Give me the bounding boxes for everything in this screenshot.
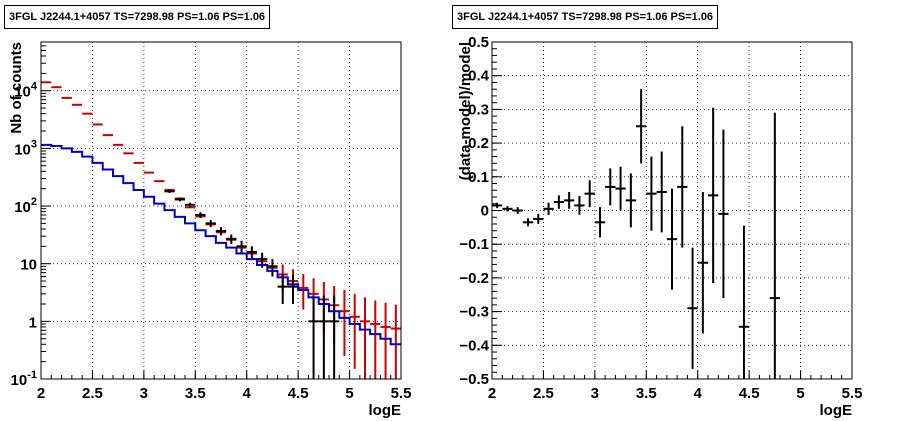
left-x-tick-label: 4.5: [288, 385, 309, 402]
left-x-axis-label: logE: [369, 402, 402, 419]
left-y-axis-label: Nb of counts: [8, 42, 25, 134]
left-y-tick-label: 102: [14, 196, 37, 216]
left-y-tick-label: 103: [14, 138, 37, 158]
right-x-axis-label: logE: [820, 402, 853, 419]
left-x-tick-label: 4: [243, 385, 252, 402]
right-x-tick-label: 5.5: [842, 385, 863, 402]
left-x-tick-label: 3.5: [185, 385, 206, 402]
right-y-tick-label: 0.3: [468, 101, 489, 118]
right-y-tick-label: 0.5: [468, 34, 489, 51]
right-x-tick-label: 5: [796, 385, 804, 402]
right-x-tick-label: 2.5: [533, 385, 554, 402]
right-y-tick-label: 0.4: [468, 68, 490, 85]
left-y-tick-label: 10: [20, 257, 37, 274]
right-y-tick-label: −0.4: [459, 337, 489, 354]
right-y-axis-label: (data-model)/model: [457, 42, 474, 180]
left-x-tick-label: 5: [345, 385, 353, 402]
right-x-tick-label: 2: [488, 385, 496, 402]
right-y-tick-label: −0.3: [459, 304, 489, 321]
right-x-tick-label: 3: [591, 385, 599, 402]
right-y-tick-label: −0.2: [459, 270, 489, 287]
left-y-tick-label: 104: [14, 81, 38, 101]
right-plot-frame: [491, 41, 853, 380]
left-x-tick-label: 2: [37, 385, 45, 402]
left-model-histogram-line: [41, 143, 401, 346]
right-y-tick-label: 0.1: [468, 169, 489, 186]
right-x-tick-label: 3.5: [636, 385, 657, 402]
right-y-tick-label: 0: [481, 203, 489, 220]
left-plot-title: 3FGL J2244.1+4057 TS=7298.98 PS=1.06 PS=…: [4, 5, 271, 29]
right-y-tick-label: 0.2: [468, 135, 489, 152]
right-plot-title: 3FGL J2244.1+4057 TS=7298.98 PS=1.06 PS=…: [452, 5, 719, 29]
right-x-tick-label: 4: [694, 385, 703, 402]
left-x-tick-label: 3: [140, 385, 148, 402]
left-x-tick-label: 2.5: [82, 385, 103, 402]
left-y-tick-label: 10-1: [11, 369, 37, 389]
right-x-tick-label: 4.5: [739, 385, 760, 402]
left-y-tick-label: 1: [29, 314, 37, 331]
right-y-tick-label: −0.5: [459, 371, 489, 388]
left-plot-frame: [40, 41, 402, 380]
left-x-tick-label: 5.5: [391, 385, 412, 402]
right-y-tick-label: −0.1: [459, 236, 489, 253]
